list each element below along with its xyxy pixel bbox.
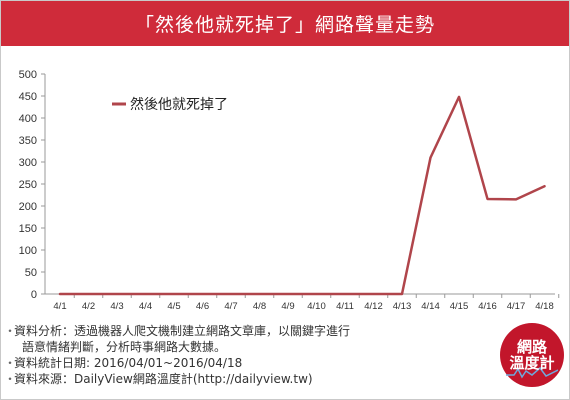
note-analysis-continued: 語意情緒判斷，分析時事網路大數據。 bbox=[4, 339, 474, 355]
note-date-range: ・ 資料統計日期: 2016/04/01~2016/04/18 bbox=[4, 355, 474, 371]
logo-text-line1: 網路 bbox=[516, 338, 547, 356]
logo-text-line2: 溫度計 bbox=[509, 354, 555, 372]
y-axis: 0 50 100 150 200 250 300 350 400 450 500 bbox=[19, 69, 46, 301]
x-tick-label: 4/9 bbox=[281, 301, 294, 312]
series-line bbox=[58, 95, 546, 296]
pulse-line-icon bbox=[506, 366, 558, 379]
note-source: ・ 資料來源：DailyView網路溫度計(http://dailyview.t… bbox=[4, 371, 474, 387]
source-notes: ・ 資料分析：透過機器人爬文機制建立網路文章庫，以關鍵字進行 語意情緒判斷，分析… bbox=[4, 323, 474, 387]
x-tick-label: 4/16 bbox=[478, 301, 497, 312]
y-tick-label: 250 bbox=[19, 179, 37, 191]
note-text: 資料統計日期: 2016/04/01~2016/04/18 bbox=[14, 356, 243, 370]
y-tick-label: 500 bbox=[19, 69, 37, 81]
note-text: 語意情緒判斷，分析時事網路大數據。 bbox=[22, 340, 227, 354]
bullet: ・ bbox=[4, 356, 17, 370]
x-tick-label: 4/13 bbox=[393, 301, 412, 312]
x-tick-label: 4/1 bbox=[53, 301, 66, 312]
legend-label: 然後他就死掉了 bbox=[130, 96, 228, 113]
chart-title: 「然後他就死掉了」網路聲量走勢 bbox=[1, 1, 569, 46]
x-tick-label: 4/17 bbox=[507, 301, 526, 312]
x-axis: 4/1 4/2 4/3 4/4 4/5 4/6 4/7 4/8 4/9 4/10 4/11 4/12 4… bbox=[45, 293, 560, 312]
x-tick-label: 4/2 bbox=[82, 301, 95, 312]
x-tick-label: 4/8 bbox=[253, 301, 266, 312]
x-tick-label: 4/11 bbox=[336, 301, 354, 312]
x-tick-label: 4/7 bbox=[224, 301, 237, 312]
y-tick-label: 150 bbox=[19, 223, 37, 235]
x-tick-label: 4/15 bbox=[450, 301, 469, 312]
note-text: 資料來源：DailyView網路溫度計(http://dailyview.tw) bbox=[14, 372, 313, 386]
note-text: 資料分析：透過機器人爬文機制建立網路文章庫，以關鍵字進行 bbox=[14, 324, 351, 338]
x-tick-label: 4/12 bbox=[364, 301, 383, 312]
y-tick-label: 50 bbox=[25, 267, 37, 279]
x-tick-label: 4/5 bbox=[167, 301, 180, 312]
dailyview-logo: 網路 溫度計 bbox=[500, 323, 564, 387]
y-tick-label: 0 bbox=[31, 289, 37, 301]
series-group bbox=[58, 95, 546, 296]
y-tick-label: 400 bbox=[19, 113, 37, 125]
line-chart: 0 50 100 150 200 250 300 350 400 450 500 4/1 4/2 4/3… bbox=[19, 69, 560, 312]
x-tick-label: 4/6 bbox=[196, 301, 209, 312]
y-tick-label: 200 bbox=[19, 201, 37, 213]
x-tick-label: 4/14 bbox=[421, 301, 440, 312]
y-tick-label: 300 bbox=[19, 157, 37, 169]
x-tick-label: 4/3 bbox=[110, 301, 123, 312]
bullet: ・ bbox=[4, 372, 17, 386]
x-tick-label: 4/10 bbox=[307, 301, 326, 312]
y-tick-label: 450 bbox=[19, 91, 37, 103]
note-analysis: ・ 資料分析：透過機器人爬文機制建立網路文章庫，以關鍵字進行 bbox=[4, 323, 474, 339]
bullet: ・ bbox=[4, 324, 17, 338]
legend: 然後他就死掉了 bbox=[112, 96, 228, 113]
x-tick-label: 4/18 bbox=[535, 301, 554, 312]
x-tick-label: 4/4 bbox=[139, 301, 152, 312]
y-tick-label: 350 bbox=[19, 135, 37, 147]
y-tick-label: 100 bbox=[19, 245, 37, 257]
